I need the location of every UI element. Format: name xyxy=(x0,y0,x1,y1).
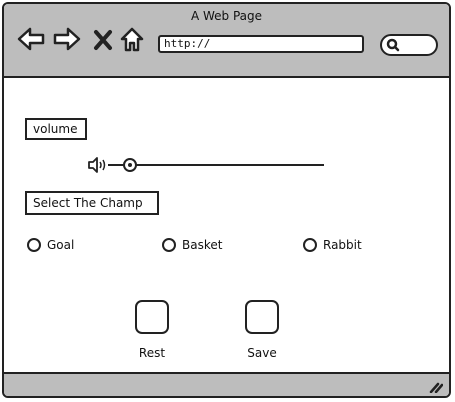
radio-label: Goal xyxy=(47,238,75,252)
page-title: A Web Page xyxy=(190,9,263,23)
radio-option-rabbit[interactable]: Rabbit xyxy=(303,238,362,252)
back-arrow-icon[interactable] xyxy=(16,26,46,52)
rest-button[interactable] xyxy=(135,300,169,334)
browser-toolbar: A Web Page http:// xyxy=(4,4,449,78)
rest-label: Rest xyxy=(138,346,166,360)
volume-slider-knob[interactable] xyxy=(123,158,137,172)
forward-arrow-icon[interactable] xyxy=(52,26,82,52)
volume-label: volume xyxy=(25,118,87,140)
resize-grip-icon[interactable] xyxy=(429,379,443,393)
radio-label: Rabbit xyxy=(323,238,362,252)
save-label: Save xyxy=(247,346,277,360)
radio-label: Basket xyxy=(182,238,223,252)
url-input[interactable]: http:// xyxy=(158,35,364,53)
save-button[interactable] xyxy=(245,300,279,334)
search-field[interactable] xyxy=(380,34,438,56)
search-icon xyxy=(386,38,400,52)
browser-window: A Web Page http:// volume Select The Cha… xyxy=(2,2,451,398)
radio-option-goal[interactable]: Goal xyxy=(27,238,74,252)
home-icon[interactable] xyxy=(119,26,145,52)
select-champ-label: Select The Champ xyxy=(25,191,159,215)
radio-option-basket[interactable]: Basket xyxy=(162,238,222,252)
status-bar xyxy=(4,372,449,396)
radio-button[interactable] xyxy=(27,238,41,252)
volume-slider-track[interactable] xyxy=(108,164,324,166)
radio-button[interactable] xyxy=(303,238,317,252)
speaker-icon[interactable] xyxy=(88,157,106,173)
close-x-icon[interactable] xyxy=(92,26,114,52)
radio-button[interactable] xyxy=(162,238,176,252)
